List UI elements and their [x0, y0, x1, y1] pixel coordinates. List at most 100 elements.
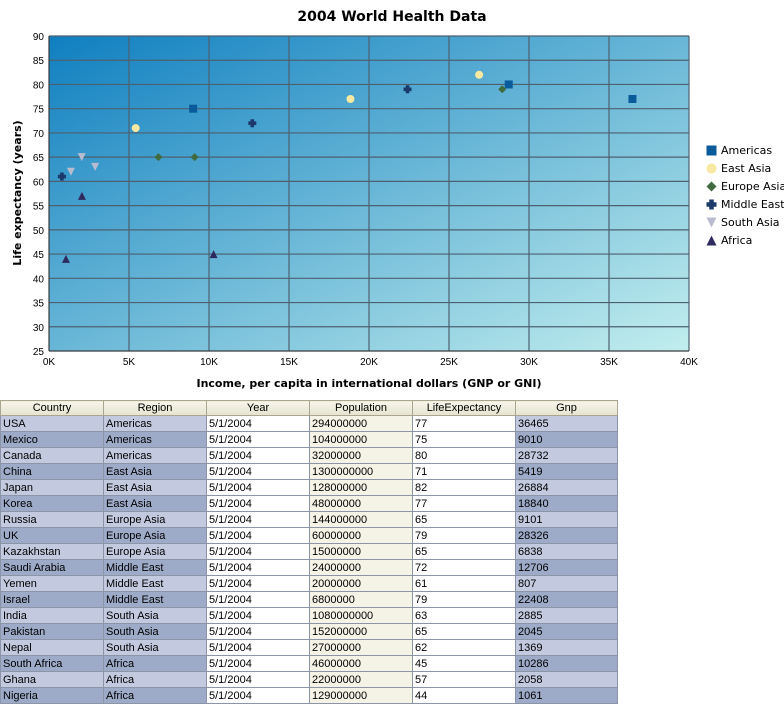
table-cell[interactable]: Canada	[0, 447, 104, 464]
table-cell[interactable]: 5/1/2004	[206, 607, 310, 624]
table-row[interactable]: Canada Americas 5/1/2004 32000000 80 28732	[0, 447, 618, 464]
table-row[interactable]: South Africa Africa 5/1/2004 46000000 45 1028…	[0, 655, 618, 672]
table-cell[interactable]: Middle East	[103, 591, 207, 608]
table-cell[interactable]: Africa	[103, 671, 207, 688]
table-cell[interactable]: 5/1/2004	[206, 527, 310, 544]
table-cell[interactable]: 80	[412, 447, 516, 464]
table-cell[interactable]: South Asia	[103, 607, 207, 624]
table-cell[interactable]: Americas	[103, 431, 207, 448]
table-cell[interactable]: 15000000	[309, 543, 413, 560]
table-cell[interactable]: 10286	[515, 655, 618, 672]
table-cell[interactable]: 44	[412, 687, 516, 704]
table-cell[interactable]: 5/1/2004	[206, 415, 310, 432]
table-cell[interactable]: East Asia	[103, 495, 207, 512]
table-cell[interactable]: 75	[412, 431, 516, 448]
table-cell[interactable]: 294000000	[309, 415, 413, 432]
table-cell[interactable]: 2058	[515, 671, 618, 688]
table-cell[interactable]: 129000000	[309, 687, 413, 704]
table-cell[interactable]: 5/1/2004	[206, 431, 310, 448]
table-cell[interactable]: 5/1/2004	[206, 495, 310, 512]
table-row[interactable]: Nigeria Africa 5/1/2004 129000000 44 1061	[0, 687, 618, 704]
table-cell[interactable]: 144000000	[309, 511, 413, 528]
table-row[interactable]: Pakistan South Asia 5/1/2004 152000000 65 204…	[0, 623, 618, 640]
table-row[interactable]: Ghana Africa 5/1/2004 22000000 57 2058	[0, 671, 618, 688]
table-cell[interactable]: 5/1/2004	[206, 687, 310, 704]
table-cell[interactable]: East Asia	[103, 463, 207, 480]
table-cell[interactable]: Japan	[0, 479, 104, 496]
table-cell[interactable]: 57	[412, 671, 516, 688]
table-cell[interactable]: Middle East	[103, 559, 207, 576]
column-header[interactable]: LifeExpectancy	[412, 400, 516, 416]
table-cell[interactable]: 5/1/2004	[206, 463, 310, 480]
table-cell[interactable]: 24000000	[309, 559, 413, 576]
table-cell[interactable]: 65	[412, 511, 516, 528]
table-cell[interactable]: Israel	[0, 591, 104, 608]
table-row[interactable]: China East Asia 5/1/2004 1300000000 71 5419	[0, 463, 618, 480]
table-row[interactable]: Saudi Arabia Middle East 5/1/2004 24000000 7…	[0, 559, 618, 576]
column-header[interactable]: Gnp	[515, 400, 618, 416]
table-cell[interactable]: Ghana	[0, 671, 104, 688]
table-cell[interactable]: Europe Asia	[103, 511, 207, 528]
table-cell[interactable]: Korea	[0, 495, 104, 512]
table-cell[interactable]: UK	[0, 527, 104, 544]
table-cell[interactable]: 5/1/2004	[206, 447, 310, 464]
table-cell[interactable]: Saudi Arabia	[0, 559, 104, 576]
table-cell[interactable]: 22408	[515, 591, 618, 608]
table-row[interactable]: Kazakhstan Europe Asia 5/1/2004 15000000 65 6…	[0, 543, 618, 560]
table-cell[interactable]: 5/1/2004	[206, 559, 310, 576]
table-cell[interactable]: 36465	[515, 415, 618, 432]
table-cell[interactable]: South Asia	[103, 623, 207, 640]
table-cell[interactable]: 61	[412, 575, 516, 592]
table-cell[interactable]: 28326	[515, 527, 618, 544]
table-cell[interactable]: 77	[412, 415, 516, 432]
column-header[interactable]: Population	[309, 400, 413, 416]
table-cell[interactable]: Middle East	[103, 575, 207, 592]
table-row[interactable]: USA Americas 5/1/2004 294000000 77 36465	[0, 415, 618, 432]
table-cell[interactable]: 5/1/2004	[206, 623, 310, 640]
table-cell[interactable]: USA	[0, 415, 104, 432]
column-header[interactable]: Year	[206, 400, 310, 416]
table-cell[interactable]: Nigeria	[0, 687, 104, 704]
table-cell[interactable]: Europe Asia	[103, 543, 207, 560]
table-cell[interactable]: 20000000	[309, 575, 413, 592]
table-cell[interactable]: 26884	[515, 479, 618, 496]
table-cell[interactable]: 152000000	[309, 623, 413, 640]
table-cell[interactable]: 2045	[515, 623, 618, 640]
table-cell[interactable]: 32000000	[309, 447, 413, 464]
table-cell[interactable]: 65	[412, 543, 516, 560]
table-cell[interactable]: Yemen	[0, 575, 104, 592]
table-cell[interactable]: 6838	[515, 543, 618, 560]
table-cell[interactable]: 5/1/2004	[206, 479, 310, 496]
table-cell[interactable]: 72	[412, 559, 516, 576]
table-cell[interactable]: 1300000000	[309, 463, 413, 480]
table-cell[interactable]: 807	[515, 575, 618, 592]
table-cell[interactable]: 77	[412, 495, 516, 512]
table-cell[interactable]: 5/1/2004	[206, 543, 310, 560]
table-cell[interactable]: 104000000	[309, 431, 413, 448]
table-cell[interactable]: 2885	[515, 607, 618, 624]
table-row[interactable]: Russia Europe Asia 5/1/2004 144000000 65 9101	[0, 511, 618, 528]
table-cell[interactable]: India	[0, 607, 104, 624]
column-header[interactable]: Country	[0, 400, 104, 416]
table-cell[interactable]: 1369	[515, 639, 618, 656]
table-cell[interactable]: 46000000	[309, 655, 413, 672]
table-cell[interactable]: 60000000	[309, 527, 413, 544]
table-cell[interactable]: Kazakhstan	[0, 543, 104, 560]
table-row[interactable]: Japan East Asia 5/1/2004 128000000 82 26884	[0, 479, 618, 496]
table-cell[interactable]: South Africa	[0, 655, 104, 672]
table-row[interactable]: Israel Middle East 5/1/2004 6800000 79 22408	[0, 591, 618, 608]
table-cell[interactable]: 65	[412, 623, 516, 640]
table-row[interactable]: Korea East Asia 5/1/2004 48000000 77 18840	[0, 495, 618, 512]
table-row[interactable]: Nepal South Asia 5/1/2004 27000000 62 1369	[0, 639, 618, 656]
table-cell[interactable]: 9010	[515, 431, 618, 448]
table-cell[interactable]: Mexico	[0, 431, 104, 448]
table-cell[interactable]: Europe Asia	[103, 527, 207, 544]
table-cell[interactable]: 5/1/2004	[206, 575, 310, 592]
table-cell[interactable]: 9101	[515, 511, 618, 528]
table-cell[interactable]: Americas	[103, 447, 207, 464]
table-cell[interactable]: 22000000	[309, 671, 413, 688]
table-cell[interactable]: 62	[412, 639, 516, 656]
table-cell[interactable]: 82	[412, 479, 516, 496]
table-cell[interactable]: 1080000000	[309, 607, 413, 624]
table-cell[interactable]: 27000000	[309, 639, 413, 656]
